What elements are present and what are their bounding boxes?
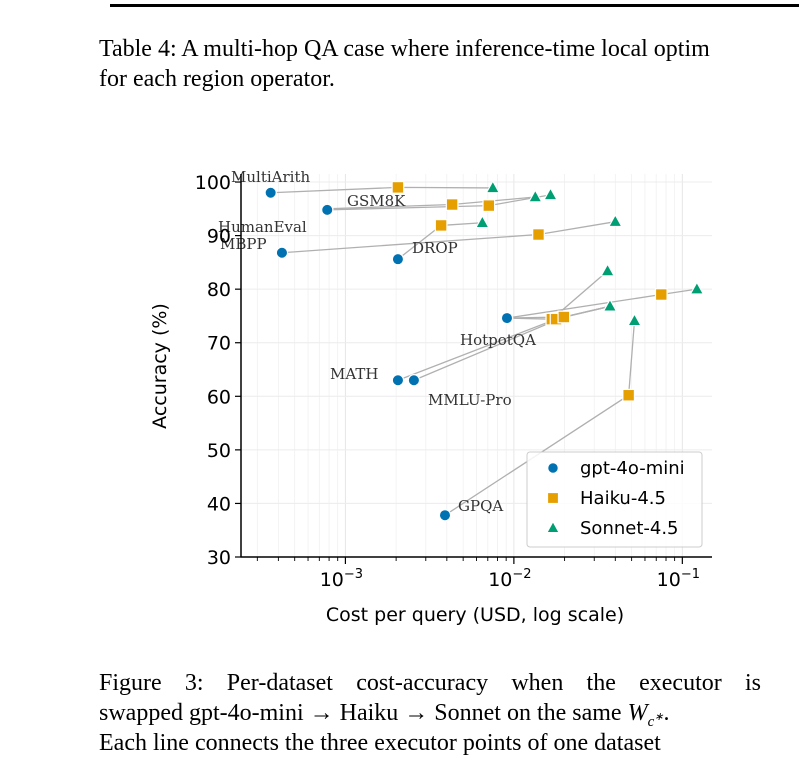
dataset-label: MATH	[330, 365, 378, 383]
point-sonnet-4-5	[602, 298, 618, 312]
point-gpt-4o-mini	[391, 374, 405, 387]
dataset-label: MultiArith	[231, 168, 310, 186]
dataset-label: GSM8K	[347, 192, 406, 210]
point-haiku-4-5	[445, 198, 459, 211]
x-axis-label: Cost per query (USD, log scale)	[326, 604, 624, 626]
dataset-label: DROP	[412, 239, 458, 257]
data-points	[264, 180, 705, 522]
x-tick-label: 10−3	[320, 567, 363, 591]
point-sonnet-4-5	[600, 263, 615, 277]
table-caption: Table 4: A multi-hop QA case where infer…	[99, 34, 710, 94]
point-haiku-4-5	[622, 388, 636, 402]
y-tick-label: 80	[207, 279, 231, 301]
point-sonnet-4-5	[485, 180, 501, 194]
point-haiku-4-5	[532, 228, 545, 241]
point-sonnet-4-5	[607, 213, 623, 228]
legend-box	[526, 451, 703, 548]
y-tick-label: 30	[207, 547, 231, 569]
axes: 30 40 50 60 70 80 90 100 10−3 10−2 10−1	[195, 172, 712, 591]
point-haiku-4-5	[434, 219, 448, 232]
point-haiku-4-5	[482, 199, 496, 213]
point-gpt-4o-mini	[321, 203, 334, 217]
figure-caption-line-3: Each line connects the three executor po…	[99, 730, 661, 756]
point-sonnet-4-5	[689, 281, 705, 295]
point-sonnet-4-5	[475, 214, 490, 229]
y-tick-label: 50	[207, 440, 231, 462]
figure-caption: Figure 3: Per-dataset cost-accuracy when…	[99, 668, 761, 758]
y-tick-label: 100	[195, 172, 231, 194]
x-tick-label: 10−1	[657, 567, 700, 591]
point-sonnet-4-5	[543, 187, 558, 201]
dataset-line	[506, 270, 609, 320]
table-caption-line-1: Table 4: A multi-hop QA case where infer…	[99, 36, 710, 62]
point-gpt-4o-mini	[275, 246, 289, 259]
dataset-label: HotpotQA	[460, 331, 536, 349]
point-sonnet-4-5	[627, 312, 642, 327]
point-haiku-4-5	[654, 288, 668, 301]
legend-label: Sonnet-4.5	[580, 518, 679, 539]
dataset-label: GPQA	[458, 497, 503, 515]
y-tick-label: 60	[207, 386, 231, 408]
figure-caption-line-2: swapped gpt-4o-mini → Haiku → Sonnet on …	[99, 700, 670, 728]
table-caption-line-2: for each region operator.	[99, 66, 335, 92]
y-tick-label: 70	[207, 333, 231, 355]
top-rule	[110, 4, 799, 7]
point-gpt-4o-mini	[438, 509, 452, 522]
dataset-label: HumanEval	[218, 218, 307, 236]
y-tick-label: 40	[207, 493, 231, 515]
y-axis-label: Accuracy (%)	[149, 303, 171, 429]
y-tick-label: 90	[207, 226, 231, 248]
figure-caption-line-2-text: swapped gpt-4o-mini → Haiku → Sonnet on …	[99, 700, 628, 726]
dataset-line	[506, 288, 697, 319]
point-haiku-4-5	[557, 310, 571, 324]
x-tick-label: 10−2	[488, 567, 531, 591]
point-gpt-4o-mini	[391, 252, 405, 266]
point-gpt-4o-mini	[264, 186, 277, 199]
point-sonnet-4-5	[545, 520, 561, 534]
point-gpt-4o-mini	[500, 311, 514, 325]
point-haiku-4-5	[391, 180, 405, 194]
point-gpt-4o-mini	[407, 374, 421, 387]
point-gpt-4o-mini	[547, 462, 559, 474]
legend-label: Haiku-4.5	[580, 488, 666, 509]
dataset-label: MMLU-Pro	[428, 391, 512, 409]
legend: gpt-4o-mini Haiku-4.5 Sonnet-4.5	[526, 451, 703, 548]
figure-caption-math: Wc∗	[627, 700, 664, 728]
figure-caption-line-1: Figure 3: Per-dataset cost-accuracy when…	[99, 670, 761, 696]
grid	[241, 174, 712, 558]
point-sonnet-4-5	[527, 189, 543, 203]
legend-label: gpt-4o-mini	[580, 458, 685, 479]
dataset-label: MBPP	[220, 235, 267, 253]
point-haiku-4-5	[546, 491, 560, 505]
